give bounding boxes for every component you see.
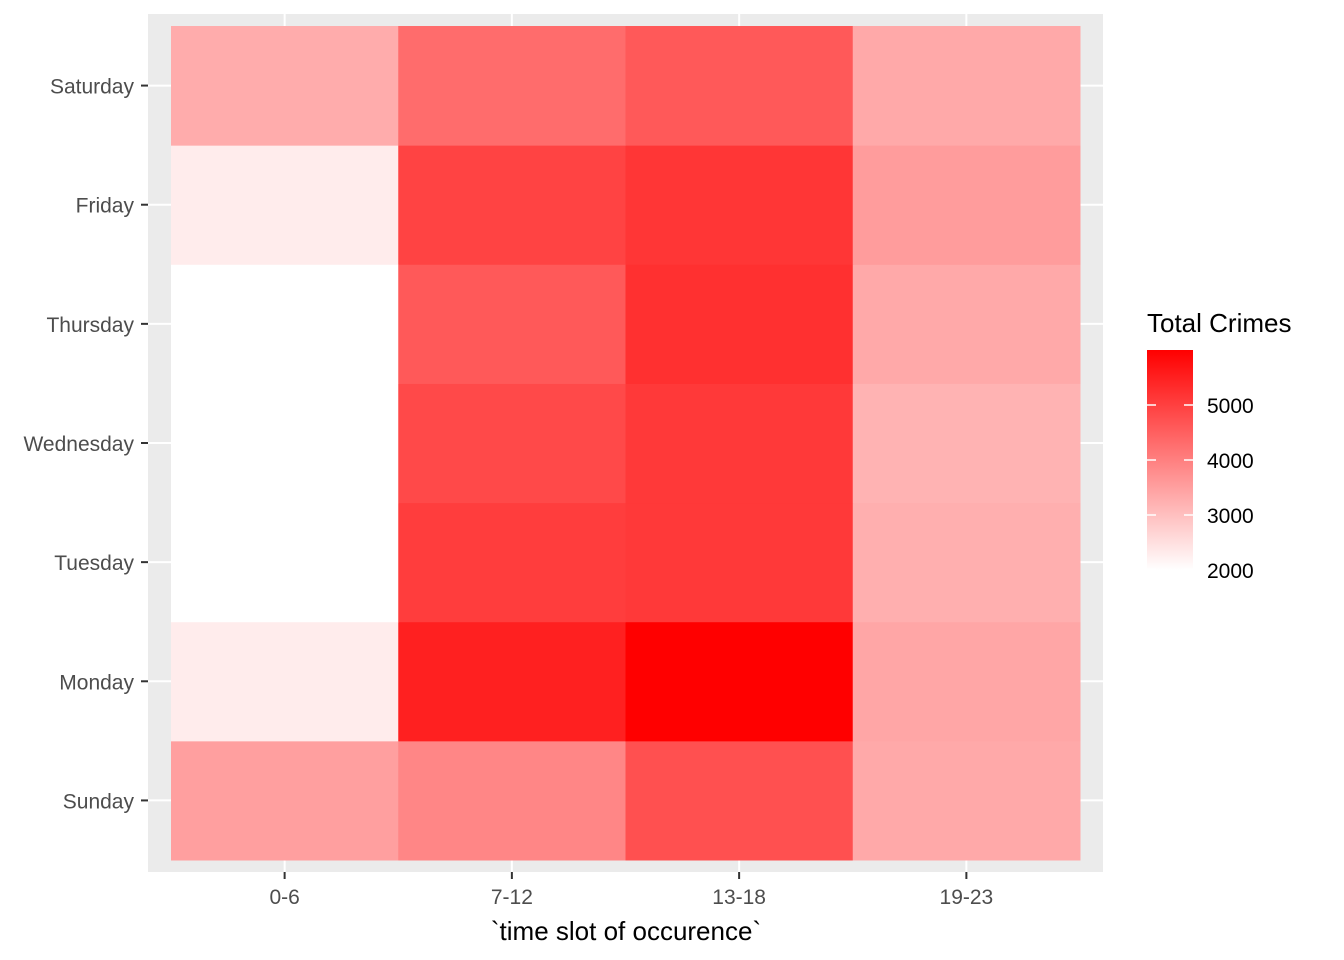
- heatmap-cell: [625, 502, 854, 623]
- y-tick-label: Friday: [76, 195, 135, 218]
- heatmap-cell: [171, 383, 399, 504]
- heatmap-cell: [398, 621, 626, 742]
- heatmap-cell: [625, 740, 854, 861]
- heatmap-cells: [171, 26, 1081, 861]
- heatmap-cell: [852, 621, 1081, 742]
- y-tick-label: Monday: [59, 671, 134, 694]
- x-tick-label: 7-12: [491, 886, 533, 909]
- legend-title: Total Crimes: [1147, 308, 1291, 338]
- heatmap-cell: [852, 26, 1081, 146]
- heatmap-cell: [625, 383, 854, 504]
- heatmap-cell: [171, 621, 399, 742]
- heatmap-cell: [398, 264, 626, 384]
- heatmap-cell: [171, 502, 399, 623]
- legend-label: 2000: [1207, 560, 1254, 583]
- heatmap-cell: [625, 26, 854, 146]
- y-tick-label: Wednesday: [23, 433, 134, 456]
- heatmap-cell: [398, 383, 626, 504]
- y-tick-label: Sunday: [63, 790, 135, 813]
- heatmap-cell: [398, 26, 626, 146]
- legend-label: 4000: [1207, 450, 1254, 473]
- y-axis: Sunday Monday Tuesday Wednesday Thursday Frid…: [23, 76, 148, 813]
- heatmap-cell: [171, 264, 399, 384]
- x-tick-label: 0-6: [269, 886, 299, 909]
- legend-label: 5000: [1207, 395, 1254, 418]
- heatmap-cell: [852, 264, 1081, 384]
- heatmap-cell: [398, 145, 626, 265]
- x-axis: 0-6 7-12 13-18 19-23: [269, 872, 993, 909]
- x-tick-label: 19-23: [940, 886, 994, 909]
- heatmap-cell: [171, 740, 399, 861]
- y-tick-label: Tuesday: [54, 552, 134, 575]
- heatmap-cell: [171, 145, 399, 265]
- heatmap-cell: [625, 264, 854, 384]
- y-tick-label: Saturday: [50, 76, 135, 99]
- heatmap-cell: [171, 26, 399, 146]
- x-tick-label: 13-18: [712, 886, 766, 909]
- heatmap-cell: [852, 383, 1081, 504]
- heatmap-cell: [852, 145, 1081, 265]
- heatmap-cell: [398, 740, 626, 861]
- heatmap-cell: [625, 145, 854, 265]
- y-tick-label: Thursday: [46, 314, 134, 337]
- heatmap-cell: [625, 621, 854, 742]
- color-legend: Total Crimes 2000 3000 4000 5000: [1147, 308, 1291, 583]
- heatmap-cell: [398, 502, 626, 623]
- heatmap-cell: [852, 502, 1081, 623]
- heatmap-cell: [852, 740, 1081, 861]
- legend-label: 3000: [1207, 505, 1254, 528]
- x-axis-title: `time slot of occurence`: [491, 916, 761, 946]
